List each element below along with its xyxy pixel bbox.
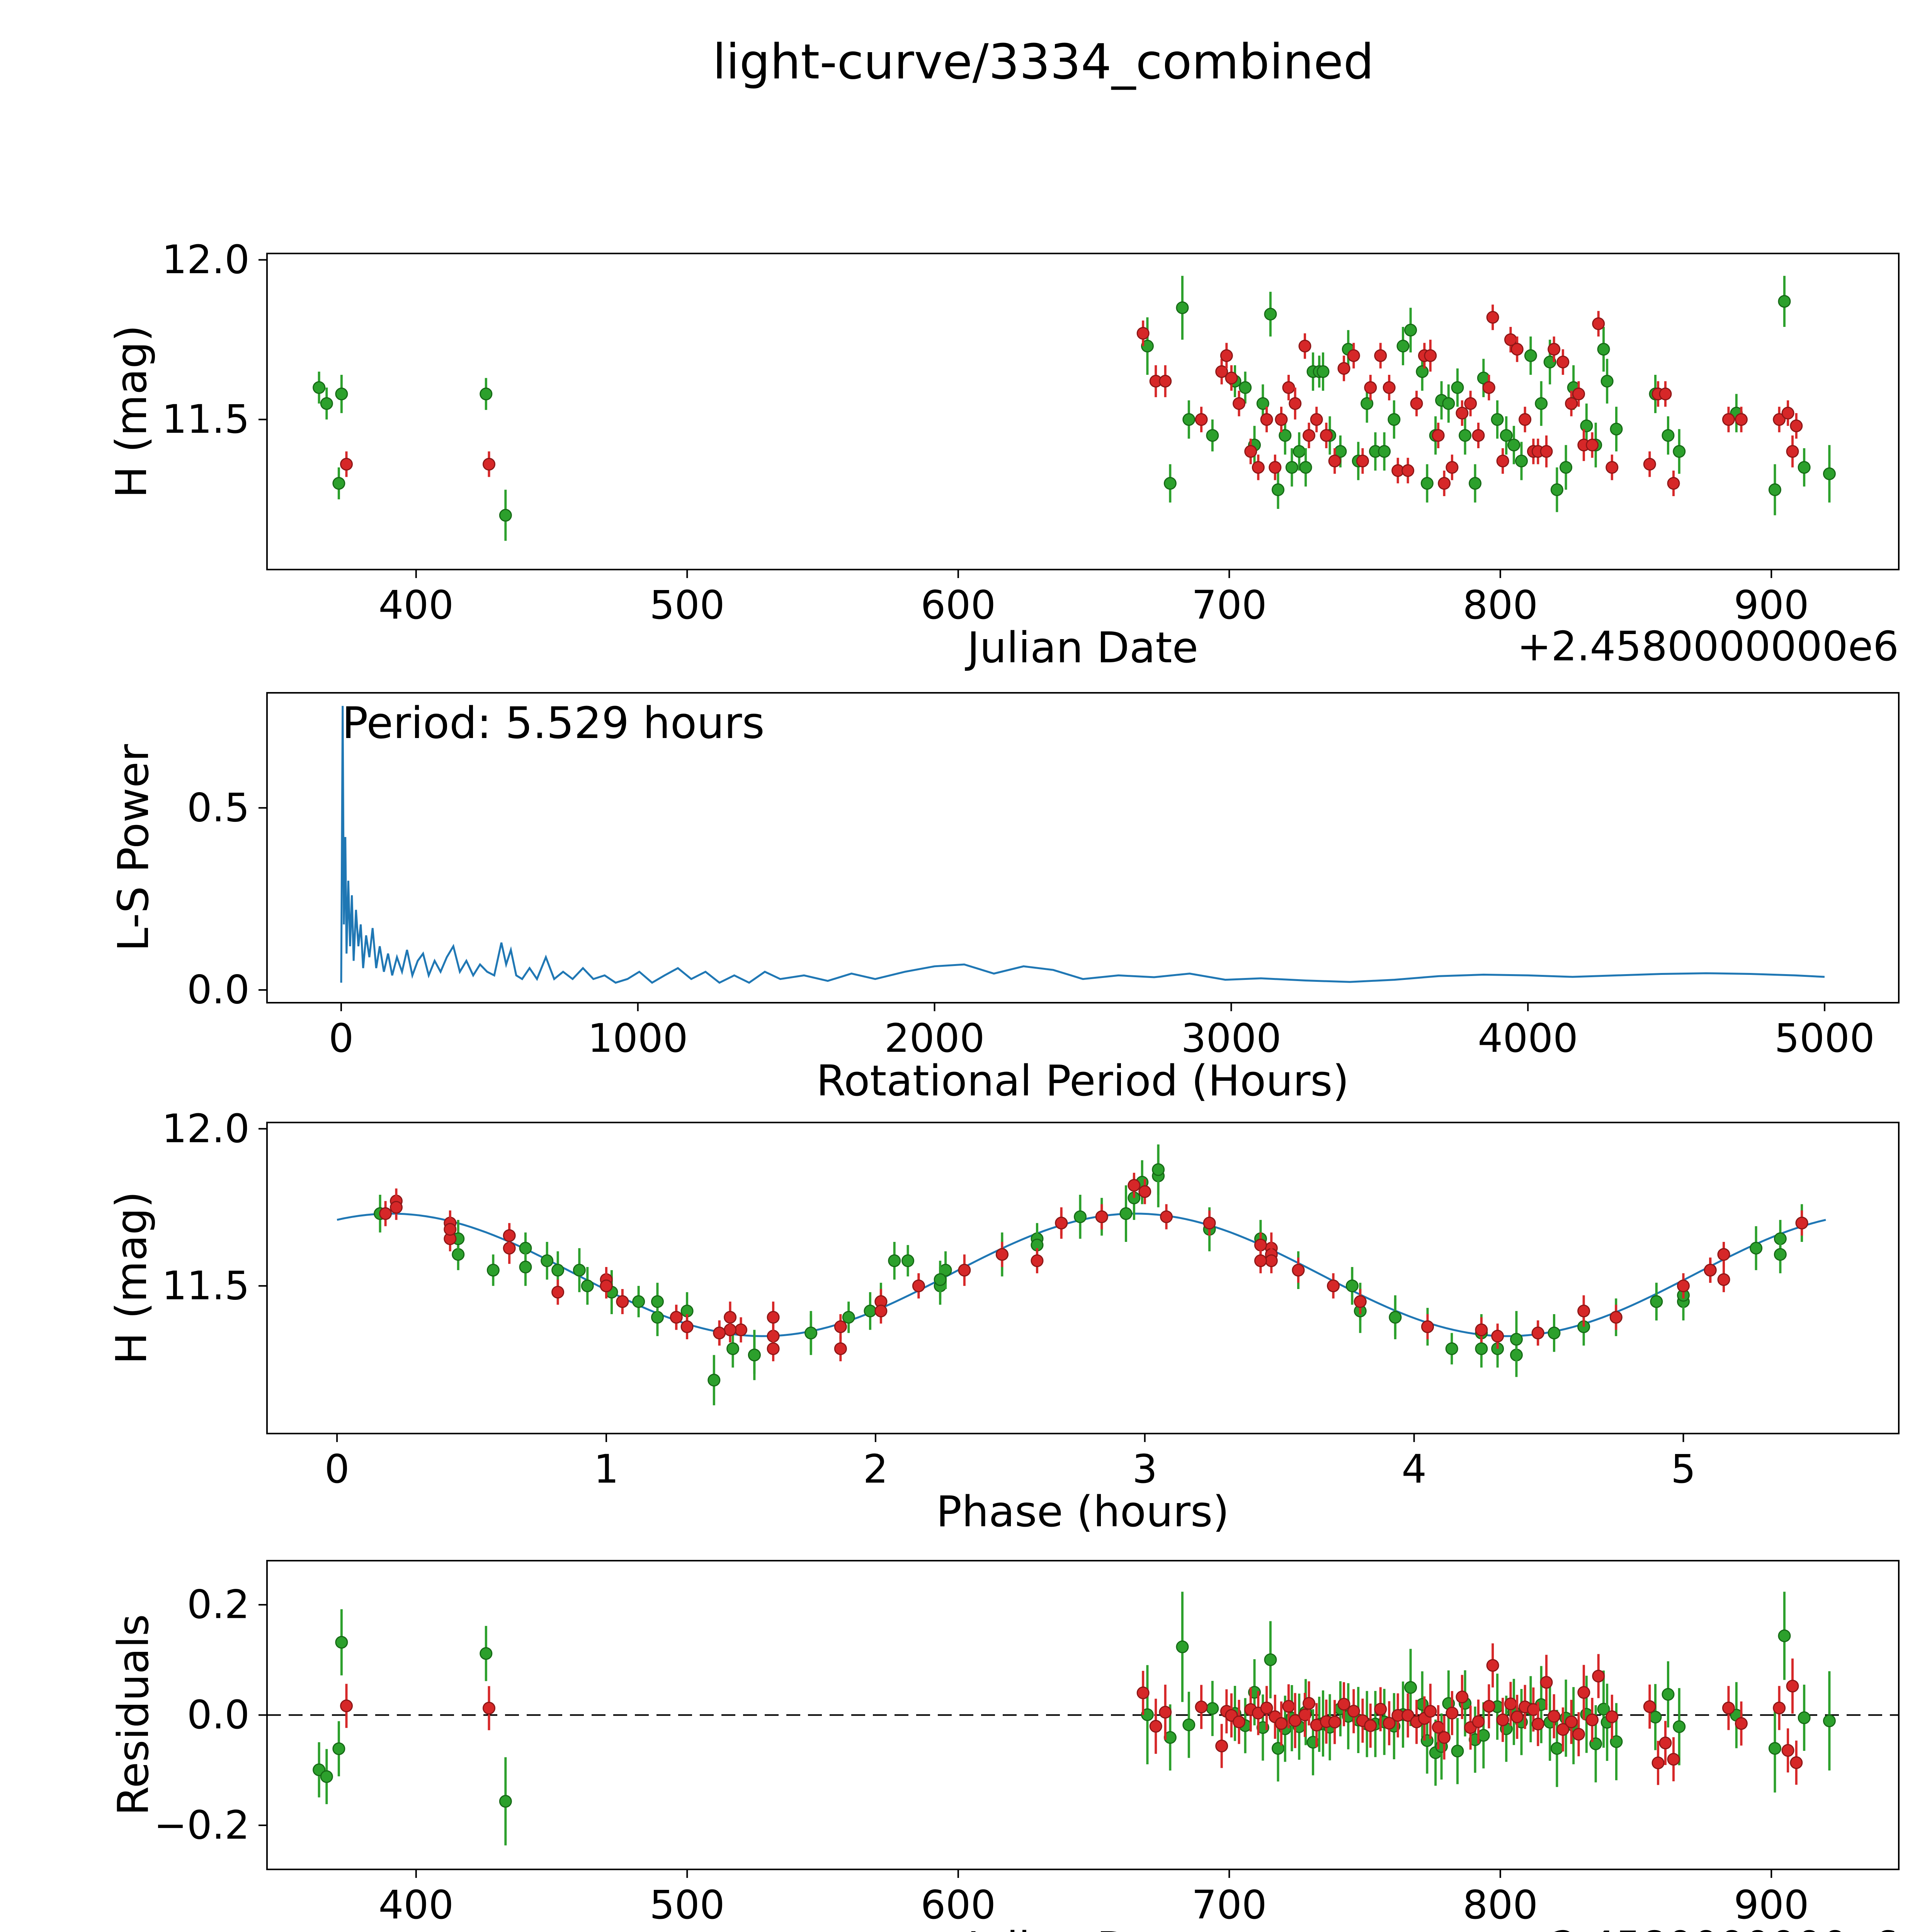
svg-text:0.0: 0.0 (187, 1692, 250, 1738)
svg-text:500: 500 (650, 582, 725, 628)
svg-text:12.0: 12.0 (162, 1106, 250, 1152)
plot1-xlabel: Julian Date (967, 623, 1199, 672)
figure-title: light-curve/3334_combined (713, 34, 1374, 90)
svg-text:600: 600 (920, 1882, 996, 1928)
svg-text:900: 900 (1734, 1882, 1809, 1928)
svg-text:800: 800 (1463, 582, 1538, 628)
svg-text:3000: 3000 (1181, 1015, 1282, 1061)
svg-text:5: 5 (1671, 1446, 1696, 1492)
svg-text:700: 700 (1192, 582, 1267, 628)
svg-text:11.5: 11.5 (162, 1263, 250, 1309)
svg-text:400: 400 (378, 1882, 454, 1928)
plot4-x-offset-label: +2.4580000000e6 (1517, 1923, 1899, 1932)
svg-text:−0.2: −0.2 (154, 1802, 250, 1848)
plot2-ylabel: L-S Power (109, 744, 158, 952)
plot1-ylabel: H (mag) (107, 325, 156, 498)
svg-text:0: 0 (329, 1015, 354, 1061)
svg-text:0.0: 0.0 (187, 967, 250, 1013)
svg-text:500: 500 (650, 1882, 725, 1928)
plot3-ylabel: H (mag) (107, 1191, 156, 1364)
svg-text:3: 3 (1132, 1446, 1157, 1492)
svg-text:5000: 5000 (1774, 1015, 1875, 1061)
svg-text:800: 800 (1463, 1882, 1538, 1928)
svg-text:11.5: 11.5 (162, 396, 250, 442)
svg-text:12.0: 12.0 (162, 237, 250, 283)
plot2-xlabel: Rotational Period (Hours) (816, 1056, 1349, 1105)
svg-text:0.5: 0.5 (187, 785, 250, 831)
svg-text:1: 1 (594, 1446, 619, 1492)
svg-text:0.2: 0.2 (187, 1582, 250, 1628)
plot4-ylabel: Residuals (109, 1614, 158, 1816)
svg-text:2000: 2000 (884, 1015, 985, 1061)
svg-text:4000: 4000 (1478, 1015, 1578, 1061)
svg-text:400: 400 (378, 582, 454, 628)
svg-text:900: 900 (1734, 582, 1809, 628)
svg-text:700: 700 (1192, 1882, 1267, 1928)
plot3-xlabel: Phase (hours) (936, 1487, 1230, 1536)
svg-text:2: 2 (863, 1446, 888, 1492)
plot1-x-offset-label: +2.4580000000e6 (1517, 623, 1899, 670)
periodogram-period-annotation: Period: 5.529 hours (342, 698, 765, 748)
plot4-xlabel: Julian Date (967, 1923, 1198, 1932)
svg-text:4: 4 (1401, 1446, 1427, 1492)
svg-text:1000: 1000 (588, 1015, 688, 1061)
svg-text:600: 600 (920, 582, 996, 628)
svg-text:0: 0 (325, 1446, 350, 1492)
